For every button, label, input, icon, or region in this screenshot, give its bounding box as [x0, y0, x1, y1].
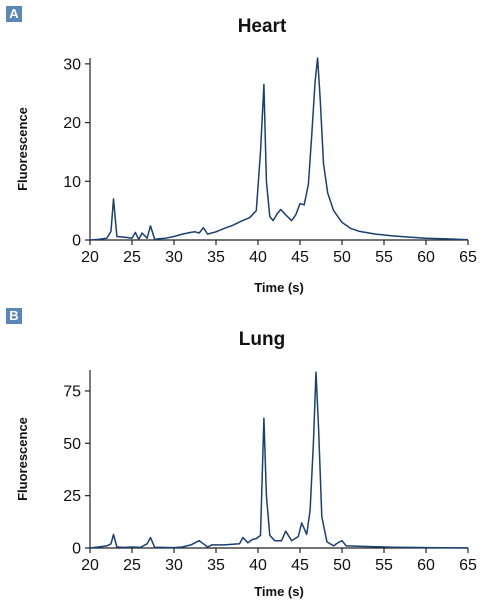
x-tick-label: 30 [165, 249, 183, 266]
x-tick-label: 20 [81, 557, 99, 574]
x-tick-label: 60 [417, 249, 435, 266]
x-tick-label: 25 [123, 249, 141, 266]
y-axis-label: Fluorescence [15, 107, 30, 191]
x-tick-label: 55 [375, 249, 393, 266]
x-tick-label: 25 [123, 557, 141, 574]
x-tick-label: 65 [459, 557, 477, 574]
heart-chart: Heart 0 10 20 30 20 25 30 35 40 45 50 55 60 65 Time (s)… [15, 16, 477, 295]
x-tick-label: 45 [291, 557, 309, 574]
chart-title: Lung [239, 329, 285, 350]
x-tick-label: 60 [417, 557, 435, 574]
y-tick-label: 0 [72, 233, 81, 250]
x-tick-label: 50 [333, 249, 351, 266]
chart-panel-lung: B Lung 0 25 50 75 20 25 30 35 40 45 50 55 60 65 Time (s… [0, 302, 482, 603]
lung-chart: Lung 0 25 50 75 20 25 30 35 40 45 50 55 60 65 Time (s) F… [15, 329, 477, 599]
x-tick-label: 40 [249, 249, 267, 266]
x-tick-label: 55 [375, 557, 393, 574]
x-tick-label: 65 [459, 249, 477, 266]
x-axis-label: Time (s) [254, 280, 304, 295]
y-tick-label: 25 [63, 488, 81, 505]
x-axis-label: Time (s) [254, 584, 304, 599]
x-tick-label: 45 [291, 249, 309, 266]
x-tick-label: 20 [81, 249, 99, 266]
y-tick-label: 30 [63, 56, 81, 73]
x-tick-label: 35 [207, 249, 225, 266]
y-tick-label: 75 [63, 383, 81, 400]
chart-panel-heart: A Heart 0 10 20 30 20 25 30 35 40 45 50 55 60 65 Time (… [0, 0, 482, 300]
series-line [89, 371, 469, 549]
y-tick-label: 10 [63, 174, 81, 191]
series-line [89, 57, 469, 241]
panel-label: A [6, 6, 22, 22]
y-tick-label: 20 [63, 115, 81, 132]
x-tick-label: 50 [333, 557, 351, 574]
panel-label: B [6, 308, 22, 324]
x-tick-label: 40 [249, 557, 267, 574]
chart-title: Heart [238, 16, 287, 37]
y-axis-label: Fluorescence [15, 417, 30, 501]
y-tick-label: 0 [72, 541, 81, 558]
x-tick-label: 30 [165, 557, 183, 574]
y-tick-label: 50 [63, 436, 81, 453]
x-tick-label: 35 [207, 557, 225, 574]
